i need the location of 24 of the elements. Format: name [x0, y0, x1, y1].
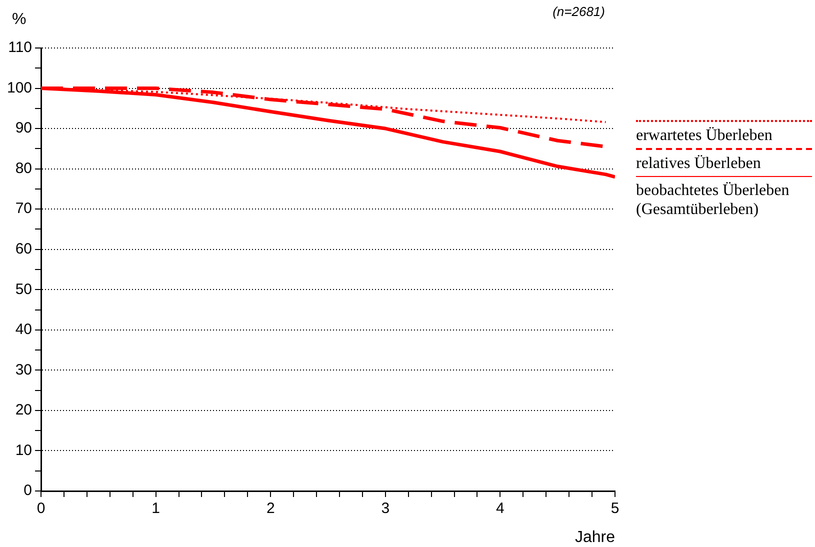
- y-tick-label: 20: [15, 402, 32, 419]
- y-tick-label: 60: [15, 240, 32, 258]
- y-axis-title: %: [12, 11, 26, 28]
- y-tick-label: 70: [15, 200, 32, 218]
- series-label: relatives Überleben: [636, 154, 762, 173]
- series-label: erwartetes Überleben: [636, 126, 774, 145]
- y-tick-label: 80: [15, 160, 32, 177]
- y-tick-label: 110: [8, 39, 32, 56]
- x-axis-title: Jahre: [574, 529, 616, 546]
- y-tick-label: 10: [15, 442, 32, 459]
- y-tick-label: 30: [15, 361, 32, 378]
- y-tick-label: 0: [24, 482, 32, 500]
- y-tick-label: 50: [15, 280, 32, 298]
- x-tick-label: 2: [266, 500, 275, 518]
- series-label: beobachtetes Überleben (Gesamtüberleben): [636, 181, 790, 219]
- x-tick-label: 3: [381, 500, 390, 518]
- x-tick-label: 4: [496, 500, 504, 518]
- y-tick-label: 90: [15, 120, 32, 137]
- x-tick-label: 5: [610, 500, 620, 518]
- y-tick-label: 40: [15, 321, 32, 338]
- x-tick-label: 1: [152, 500, 160, 518]
- text: (n=2681): [552, 4, 605, 20]
- y-tick-label: 100: [6, 79, 32, 96]
- x-tick-label: 0: [36, 500, 46, 518]
